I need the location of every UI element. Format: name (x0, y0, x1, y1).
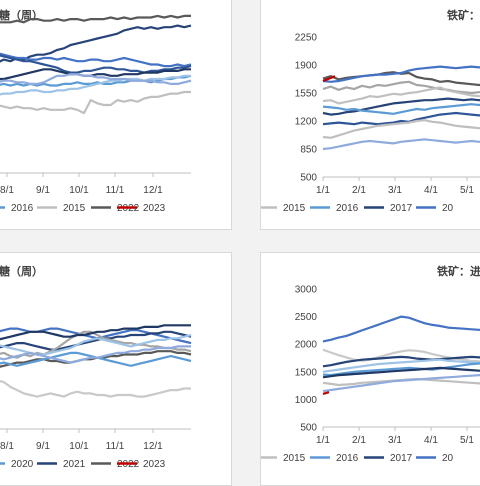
chart-title: 铁矿：进 (437, 266, 480, 278)
series-line (322, 355, 480, 368)
x-tick-label: 11/1 (106, 185, 125, 196)
series-line (322, 373, 480, 393)
iron-ore-import-plot-bottom: 500 1000 1500 2000 2500 3000 1/1 2/1 3/1 4/1 5/1 20… (261, 285, 480, 464)
series-line (322, 111, 480, 126)
legend-label: 20 (442, 453, 454, 464)
y-tick-label: 500 (300, 423, 317, 434)
sugar-weekly-plot-top: 8/19/110/111/112/12016201520222023 (0, 14, 192, 214)
iron-ore-import-plot-top: 500 850 1200 1550 1900 2250 1/1 2/1 3/1 4/1 5/1 201… (261, 33, 480, 214)
series-line (322, 362, 480, 377)
iron-ore-import-chart-top: 铁矿：进 50085012001550190022501/12/13/14/15… (260, 0, 480, 230)
series-line (0, 73, 192, 86)
y-tick-label: 2500 (295, 312, 318, 323)
x-tick-label: 2/1 (352, 185, 366, 196)
y-tick-label: 2000 (295, 340, 318, 351)
series-line (322, 75, 336, 83)
x-tick-label: 5/1 (460, 435, 474, 446)
series-line (0, 54, 192, 74)
legend-label: 2015 (283, 203, 306, 214)
y-tick-label: 1000 (295, 395, 318, 406)
legend-label: 2016 (11, 203, 34, 214)
series-line (0, 68, 191, 81)
x-tick-label: 5/1 (460, 185, 474, 196)
y-tick-label: 1200 (295, 117, 318, 128)
series-line (322, 86, 480, 105)
x-tick-label: 10/1 (69, 441, 89, 452)
x-tick-label: 8/1 (0, 185, 14, 196)
x-tick-label: 3/1 (388, 435, 402, 446)
x-tick-label: 12/1 (143, 441, 163, 452)
x-tick-label: 2/1 (352, 435, 366, 446)
series-line (0, 74, 191, 96)
series-line (0, 379, 191, 398)
series-line (0, 14, 191, 24)
series-line (322, 391, 330, 395)
x-tick-label: 10/1 (69, 185, 89, 196)
series-line (322, 138, 480, 151)
series-line (322, 103, 480, 115)
x-tick-label: 4/1 (424, 435, 438, 446)
legend-label: 2020 (11, 459, 34, 470)
y-tick-label: 1900 (295, 61, 318, 72)
y-tick-label: 1550 (295, 89, 318, 100)
y-tick-label: 500 (300, 173, 317, 184)
series-line (0, 324, 191, 341)
series-line (322, 119, 480, 139)
x-tick-label: 3/1 (388, 185, 402, 196)
legend-label: 2021 (63, 459, 86, 470)
x-tick-label: 1/1 (316, 435, 330, 446)
iron-ore-import-chart-bottom: 铁矿：进 500 1000 1500 2000 2500 3000 1/1 2/1 3/1 4/1… (260, 252, 480, 486)
series-line (322, 315, 480, 343)
x-tick-label: 4/1 (424, 185, 438, 196)
series-line (322, 366, 480, 379)
series-line (0, 90, 191, 115)
x-tick-label: 11/1 (106, 441, 125, 452)
legend-label: 2017 (390, 453, 413, 464)
legend-label: 2016 (336, 203, 359, 214)
legend-label: 2015 (63, 203, 86, 214)
x-tick-label: 1/1 (316, 185, 330, 196)
series-line (0, 52, 192, 68)
series-line (322, 80, 480, 95)
series-line (0, 330, 192, 351)
legend-label: 2023 (143, 203, 166, 214)
x-tick-label: 9/1 (36, 185, 50, 196)
x-tick-label: 12/1 (143, 185, 163, 196)
chart-title: 糖（周） (0, 266, 43, 278)
series-line (322, 358, 480, 373)
sugar-weekly-chart-bottom: 糖（周） 8/19/110/111/112/12020202120222023 (0, 252, 232, 486)
series-line (0, 345, 191, 364)
x-tick-label: 9/1 (36, 441, 50, 452)
series-line (322, 65, 480, 83)
legend-label: 20 (442, 203, 454, 214)
sugar-weekly-plot-bottom: 8/19/110/111/112/12020202120222023 (0, 324, 192, 470)
y-tick-label: 850 (300, 145, 317, 156)
y-tick-label: 3000 (295, 285, 318, 296)
series-line (322, 348, 480, 363)
series-line (322, 97, 480, 116)
legend-label: 2016 (336, 453, 359, 464)
sugar-weekly-chart-top: 糖（周） 8/19/110/111/112/12016201520222023 (0, 0, 232, 230)
x-tick-label: 8/1 (0, 441, 14, 452)
y-tick-label: 2250 (295, 33, 318, 44)
chart-title: 铁矿：进 (447, 10, 480, 22)
series-line (0, 24, 192, 63)
legend-label: 2015 (283, 453, 306, 464)
y-tick-label: 1500 (295, 367, 318, 378)
legend-label: 2017 (390, 203, 413, 214)
legend-label: 2023 (143, 459, 166, 470)
series-line (322, 71, 480, 87)
